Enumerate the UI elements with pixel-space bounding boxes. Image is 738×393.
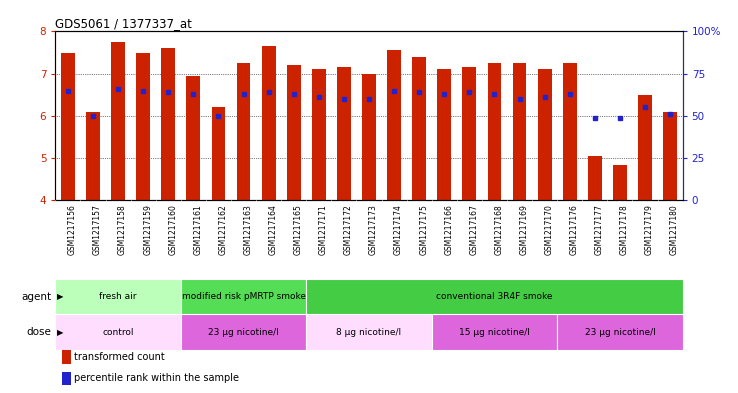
Bar [513,63,526,200]
Text: 15 μg nicotine/l: 15 μg nicotine/l [459,328,530,336]
Bar [387,50,401,200]
Text: fresh air: fresh air [100,292,137,301]
Text: GSM1217170: GSM1217170 [545,204,554,255]
Text: GSM1217164: GSM1217164 [269,204,277,255]
Text: GSM1217161: GSM1217161 [193,204,202,255]
Text: GSM1217158: GSM1217158 [118,204,127,255]
Text: GSM1217180: GSM1217180 [670,204,679,255]
Bar [638,95,652,200]
Text: GSM1217172: GSM1217172 [344,204,353,255]
Bar [306,314,432,350]
Text: modified risk pMRTP smoke: modified risk pMRTP smoke [182,292,306,301]
Bar [663,112,677,200]
Text: GDS5061 / 1377337_at: GDS5061 / 1377337_at [55,17,192,30]
Text: GSM1217171: GSM1217171 [319,204,328,255]
Bar [237,63,250,200]
Bar [262,46,275,200]
Text: GSM1217173: GSM1217173 [369,204,378,255]
Bar [111,42,125,200]
Bar [181,314,306,350]
Bar [432,314,557,350]
Text: ▶: ▶ [57,328,63,336]
Text: GSM1217179: GSM1217179 [645,204,654,255]
Text: GSM1217166: GSM1217166 [444,204,453,255]
Text: conventional 3R4F smoke: conventional 3R4F smoke [436,292,553,301]
Text: GSM1217165: GSM1217165 [294,204,303,255]
Text: 23 μg nicotine/l: 23 μg nicotine/l [208,328,279,336]
Bar [438,70,451,200]
Bar [557,314,683,350]
Bar [55,314,181,350]
Text: percentile rank within the sample: percentile rank within the sample [74,373,239,384]
Bar [588,156,601,200]
Text: GSM1217175: GSM1217175 [419,204,428,255]
Text: GSM1217157: GSM1217157 [93,204,102,255]
Bar [563,63,576,200]
Bar [62,372,71,385]
Bar [306,279,683,314]
Text: GSM1217177: GSM1217177 [595,204,604,255]
Bar [181,279,306,314]
Text: 8 μg nicotine/l: 8 μg nicotine/l [337,328,401,336]
Bar [463,67,476,200]
Bar [287,65,300,200]
Text: GSM1217160: GSM1217160 [168,204,177,255]
Text: GSM1217156: GSM1217156 [68,204,77,255]
Bar [413,57,426,200]
Bar [187,76,200,200]
Text: GSM1217163: GSM1217163 [244,204,252,255]
Text: GSM1217176: GSM1217176 [570,204,579,255]
Bar [613,165,627,200]
Bar [312,70,325,200]
Bar [86,112,100,200]
Bar [137,53,150,200]
Bar [162,48,175,200]
Text: control: control [103,328,134,336]
Text: GSM1217178: GSM1217178 [620,204,629,255]
Text: agent: agent [21,292,52,302]
Text: ▶: ▶ [57,292,63,301]
Text: GSM1217162: GSM1217162 [218,204,227,255]
Text: 23 μg nicotine/l: 23 μg nicotine/l [584,328,655,336]
Bar [538,70,551,200]
Bar [362,73,376,200]
Text: GSM1217168: GSM1217168 [494,204,503,255]
Text: GSM1217159: GSM1217159 [143,204,152,255]
Text: GSM1217169: GSM1217169 [520,204,528,255]
Bar [488,63,501,200]
Text: dose: dose [27,327,52,337]
Bar [62,350,71,364]
Text: transformed count: transformed count [74,352,165,362]
Bar [212,107,225,200]
Text: GSM1217174: GSM1217174 [394,204,403,255]
Bar [337,67,351,200]
Bar [55,279,181,314]
Bar [61,53,75,200]
Text: GSM1217167: GSM1217167 [469,204,478,255]
